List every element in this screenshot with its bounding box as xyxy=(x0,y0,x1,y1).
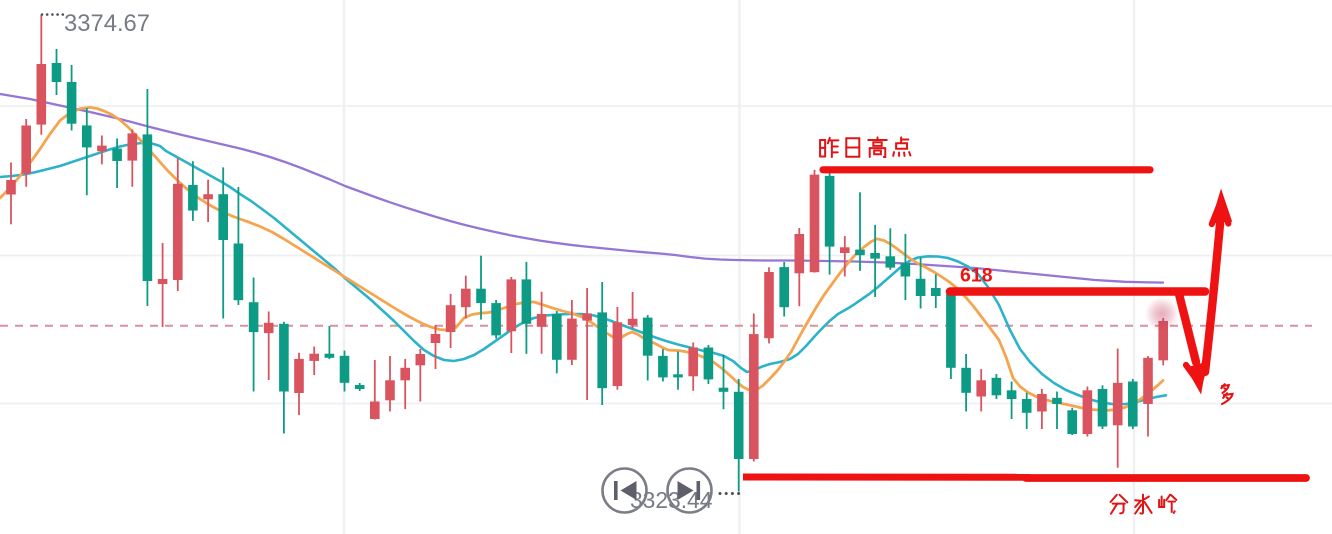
svg-text:618: 618 xyxy=(960,265,993,287)
svg-text:3374.67: 3374.67 xyxy=(64,10,150,37)
